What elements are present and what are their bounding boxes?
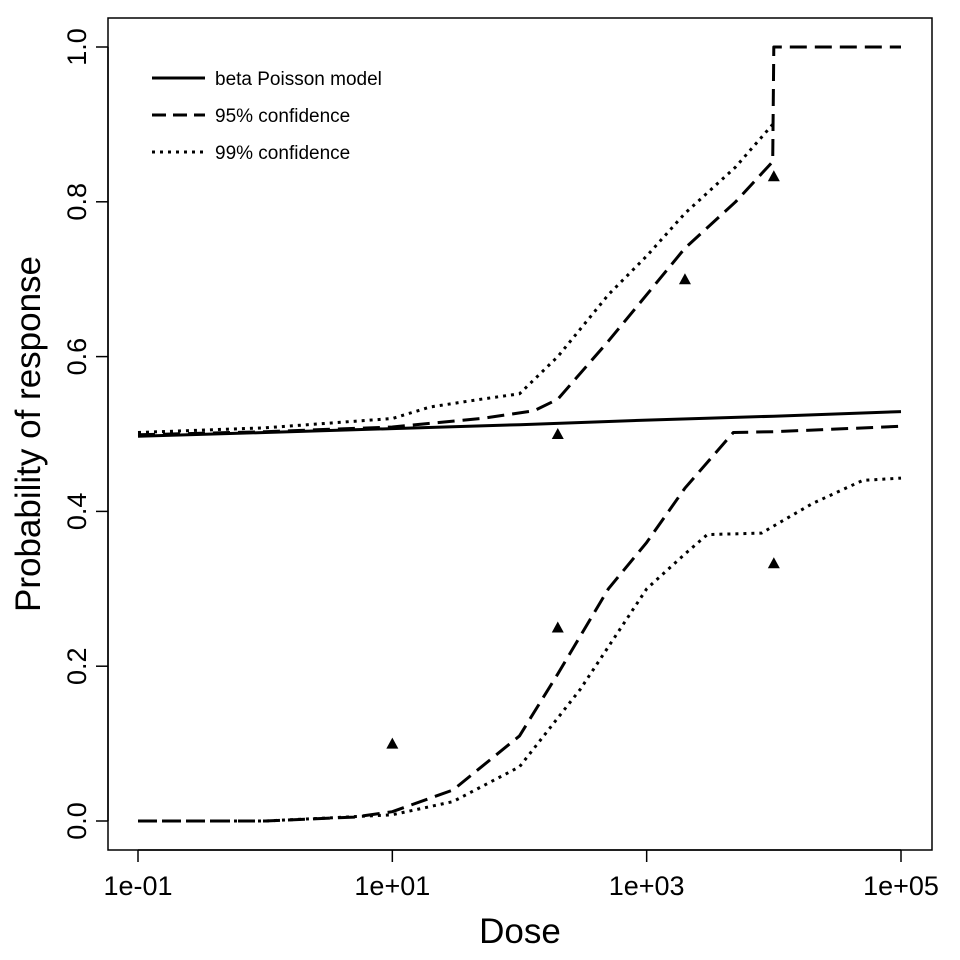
series-lines	[137, 45, 902, 823]
series-line-dotted-upper	[137, 123, 774, 434]
legend-label: beta Poisson model	[215, 69, 382, 90]
y-tick-label: 0.0	[62, 802, 92, 840]
y-tick-label: 0.8	[62, 183, 92, 221]
y-tick-label: 1.0	[62, 28, 92, 66]
legend-label: 99% confidence	[215, 143, 350, 164]
x-axis: 1e-01 1e+01 1e+03 1e+05	[103, 849, 939, 901]
observation-point	[551, 621, 564, 633]
legend: beta Poisson model 95% confidence 99% conf…	[152, 69, 382, 164]
y-tick-label: 0.6	[62, 338, 92, 376]
series-line-dashed-upper	[137, 45, 901, 437]
x-tick-label: 1e+01	[354, 871, 430, 901]
x-tick-label: 1e-01	[103, 871, 172, 901]
legend-label: 95% confidence	[215, 106, 350, 127]
observation-point	[551, 428, 564, 439]
observation-point	[767, 170, 780, 182]
observation-points	[386, 170, 780, 749]
series-line-dotted-lower	[138, 476, 902, 823]
x-tick-label: 1e+05	[863, 871, 939, 901]
y-axis: 0.0 0.2 0.4 0.6 0.8 1.0	[62, 28, 109, 840]
observation-point	[386, 737, 399, 749]
x-tick-label: 1e+03	[609, 871, 685, 901]
y-axis-title: Probability of response	[9, 256, 48, 612]
x-axis-title: Dose	[479, 912, 561, 951]
series-line-dashed-lower	[138, 424, 902, 823]
observation-point	[767, 557, 780, 569]
observation-point	[678, 273, 691, 285]
y-tick-label: 0.2	[62, 647, 92, 685]
y-tick-label: 0.4	[62, 493, 92, 531]
